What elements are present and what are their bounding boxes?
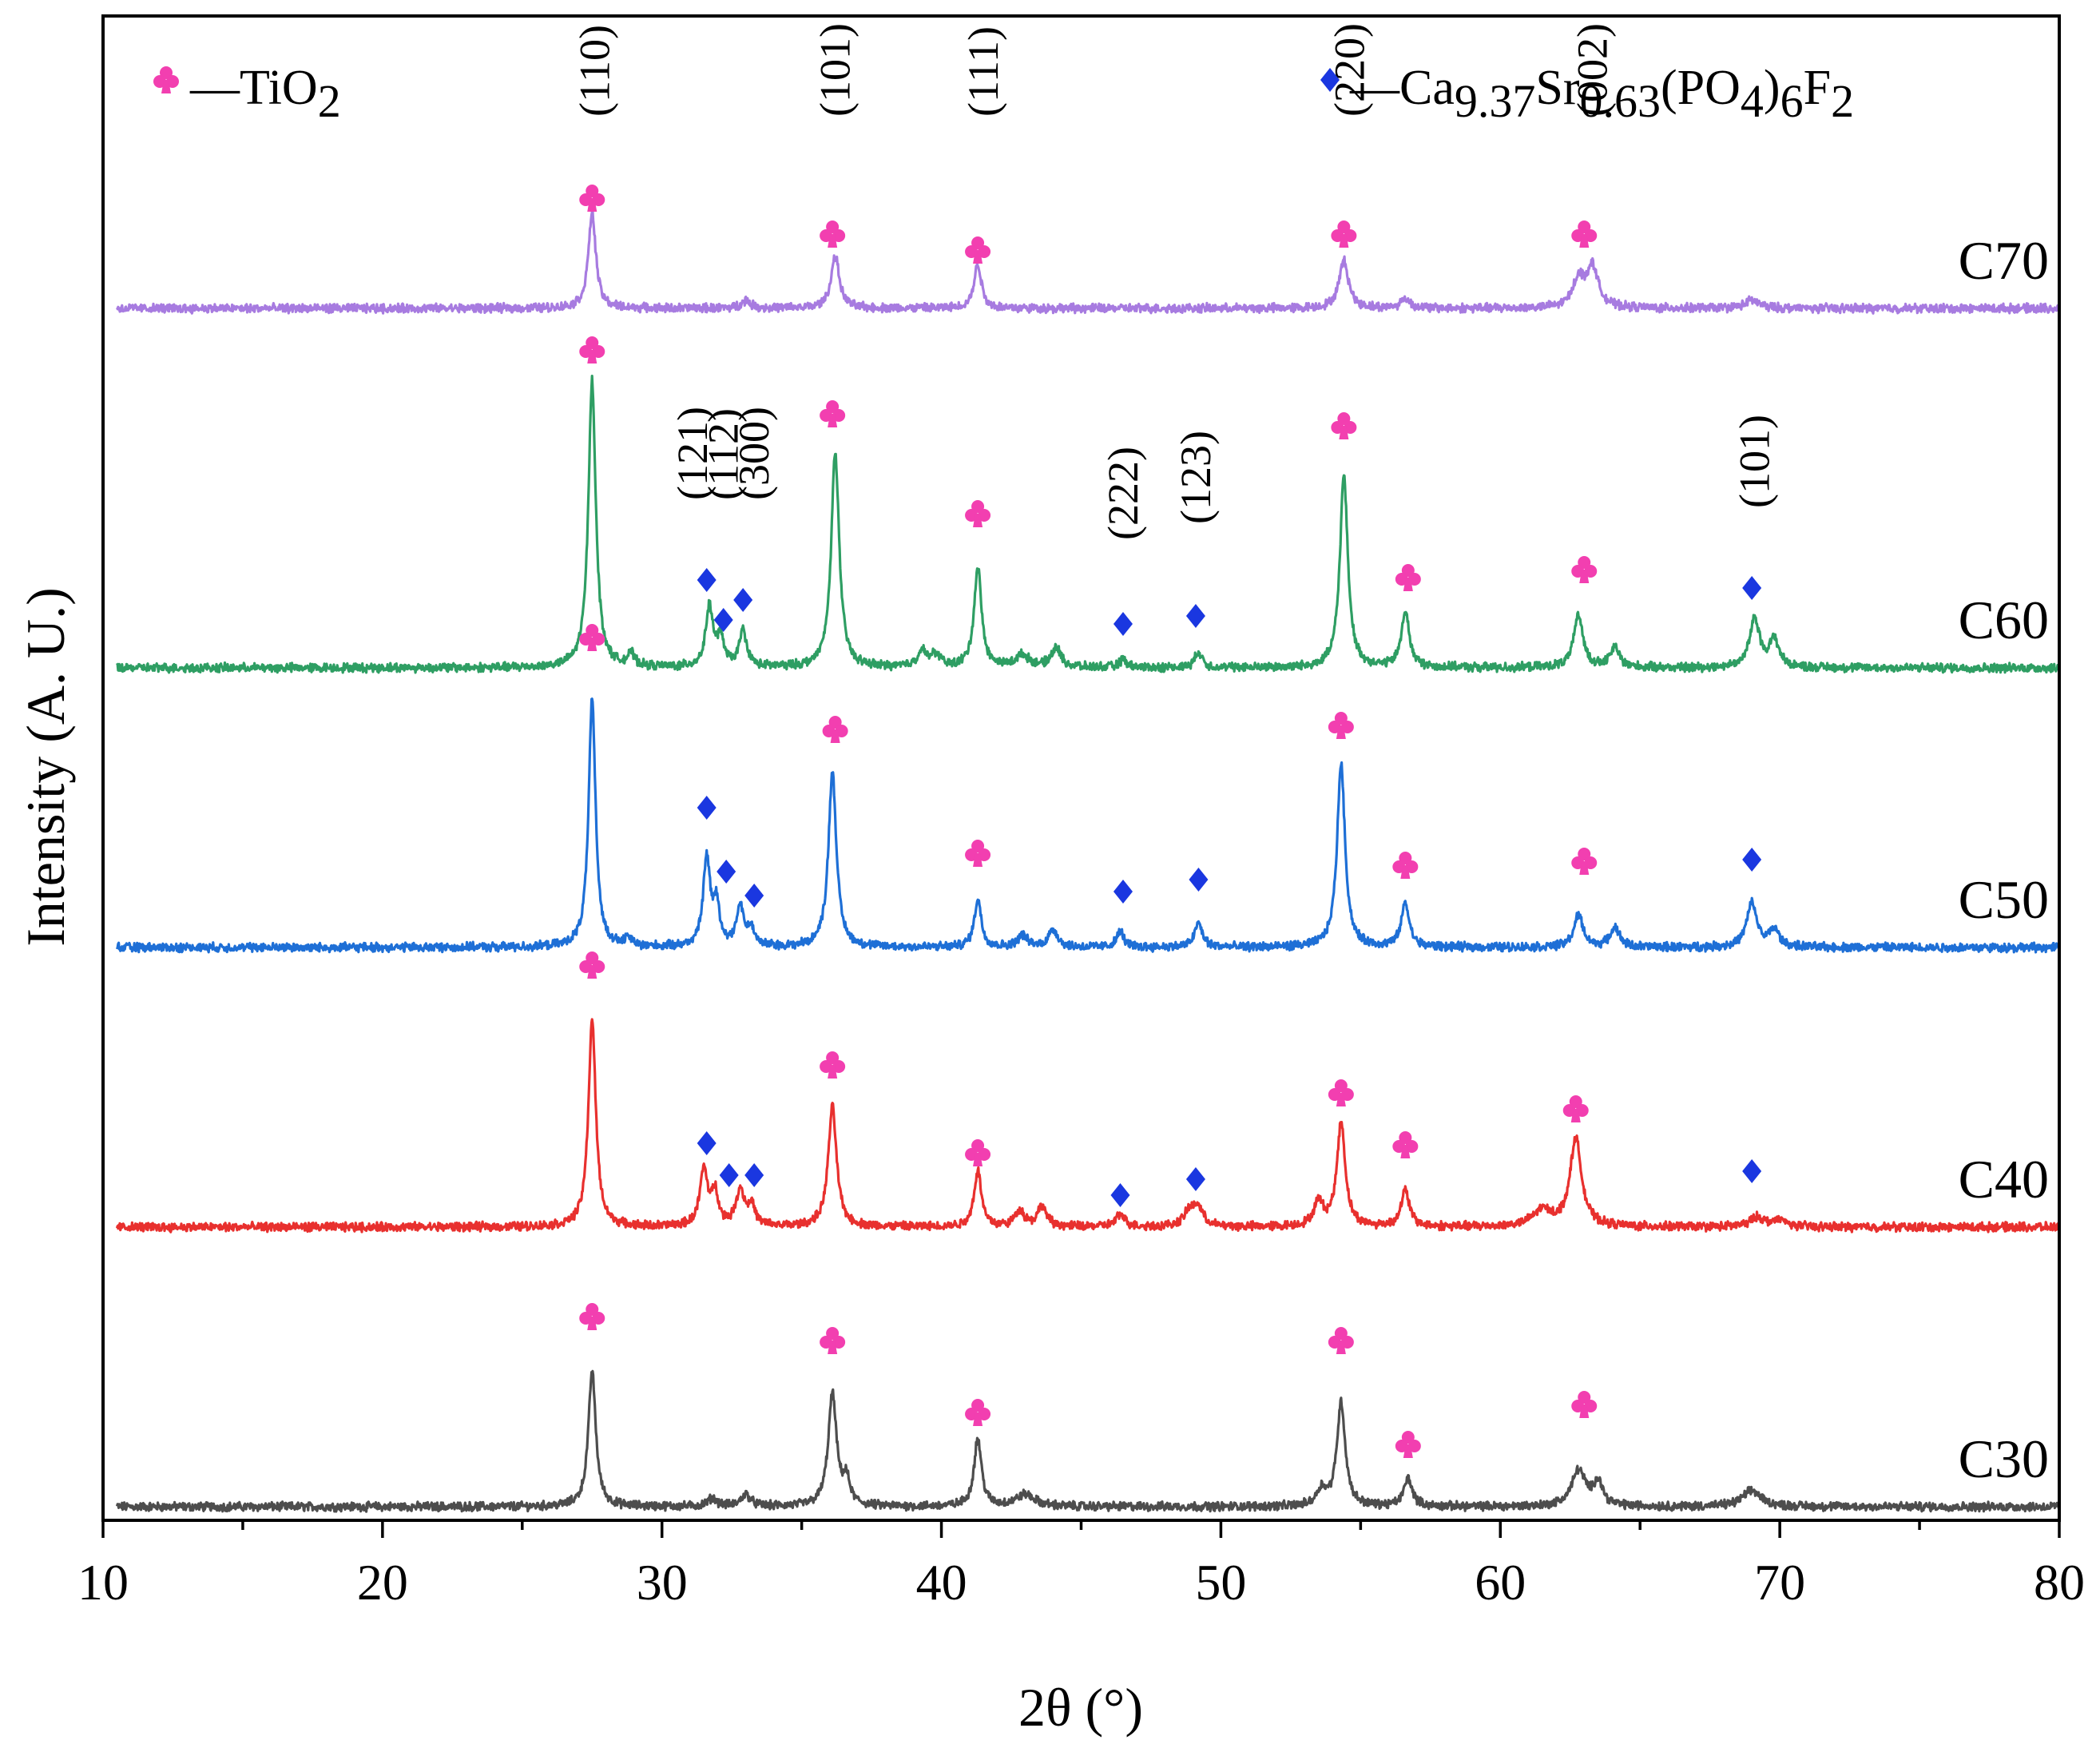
club-marker [1392,852,1419,879]
diamond-marker [1185,1167,1205,1191]
club-marker [822,716,848,743]
club-marker [820,220,846,248]
club-marker [579,336,605,363]
hkl-label: (121) [669,407,717,500]
hkl-label: (300) [730,407,778,500]
x-tick-label: 30 [637,1554,688,1611]
hkl-label: (002) [1569,23,1617,117]
club-marker [1571,848,1598,875]
diamond-marker [733,588,753,612]
x-tick-label: 10 [77,1554,129,1611]
club-marker [1571,1391,1598,1418]
series-line-c50 [115,697,2061,954]
series-line-c30 [115,1369,2061,1513]
diamond-marker [1185,604,1205,628]
x-tick-label: 60 [1475,1554,1526,1611]
diamond-marker [1110,1183,1130,1207]
x-tick-labels: 10 20 30 40 50 60 70 80 [77,1554,2085,1611]
diamond-marker [1742,848,1762,872]
club-marker [965,236,991,264]
hkl-label: (101) [1731,415,1779,508]
club-marker [579,185,605,212]
club-marker [965,840,991,867]
club-marker [579,951,605,979]
x-tick-label: 80 [2034,1554,2085,1611]
series-label-c30: C30 [1959,1428,2049,1489]
club-marker [820,1051,846,1079]
legend-text: —Ca9.37Sr0.63(PO4)6F2 [1349,61,1854,127]
club-marker [820,400,846,427]
hkl-label: (110) [571,25,619,117]
legend-item-club-marker: —TiO2 [189,61,341,127]
club-marker [1395,564,1421,591]
x-tick-label: 70 [1754,1554,1805,1611]
club-marker [1331,412,1357,439]
club-marker [1328,1079,1354,1106]
diamond-marker [717,860,736,884]
club-marker [1571,556,1598,583]
diamond-marker [713,608,733,632]
club-marker [579,624,605,651]
series-label-c50: C50 [1959,869,2049,930]
series-labels: C30 C40 C50 C60 C70 [1959,230,2049,1489]
club-marker [1328,712,1354,739]
club-marker [820,1327,846,1354]
legend-item-diamond-marker: —Ca9.37Sr0.63(PO4)6F2 [1349,61,1854,127]
hkl-label: (111) [959,26,1007,117]
club-marker [153,66,179,93]
diamond-marker [1113,880,1133,904]
diamond-marker [697,1131,717,1155]
diamond-marker [744,884,764,908]
phase-markers [579,185,1762,1458]
club-marker [1395,1431,1421,1458]
diamond-marker [1189,868,1209,892]
club-marker [1392,1131,1419,1158]
series-label-c40: C40 [1959,1149,2049,1210]
x-tick-label: 40 [916,1554,967,1611]
diamond-marker [697,568,717,592]
hkl-label: (112) [700,408,748,500]
club-marker [1562,1095,1589,1122]
club-marker [579,1303,605,1330]
series-line-c60 [116,375,2060,674]
series-line-c40 [115,1018,2061,1234]
y-axis-label: Intensity (A. U.) [15,587,76,946]
hkl-label: (101) [812,23,859,117]
hkl-label: (222) [1099,447,1147,540]
diamond-marker [697,796,717,820]
x-axis-ticks [101,1520,2061,1538]
hkl-annotations: (110) (101) (111) (220) (002) (121)(112)(300)… [571,23,1779,540]
hkl-label: (123) [1172,431,1220,524]
legend: —TiO2 —Ca9.37Sr0.63(PO4)6F2 [153,61,1854,127]
diamond-marker [1320,68,1340,92]
plot-frame [101,14,2061,1522]
series-layer [115,209,2061,1513]
diamond-marker [744,1163,764,1187]
club-marker [1571,220,1598,248]
diamond-marker [1742,576,1762,600]
club-marker [965,1139,991,1166]
diamond-marker [1742,1159,1762,1183]
x-axis-label: 2θ (°) [1018,1677,1143,1738]
club-marker [965,1399,991,1426]
club-marker [1328,1327,1354,1354]
series-line-c70 [116,209,2061,315]
diamond-marker [719,1163,739,1187]
hkl-label: (220) [1325,23,1373,117]
x-tick-label: 20 [357,1554,408,1611]
x-tick-label: 50 [1195,1554,1246,1611]
series-label-c70: C70 [1959,230,2049,291]
legend-text: —TiO2 [189,61,341,127]
club-marker [1331,220,1357,248]
diamond-marker [1113,612,1133,636]
series-label-c60: C60 [1959,590,2049,650]
club-marker [965,500,991,527]
